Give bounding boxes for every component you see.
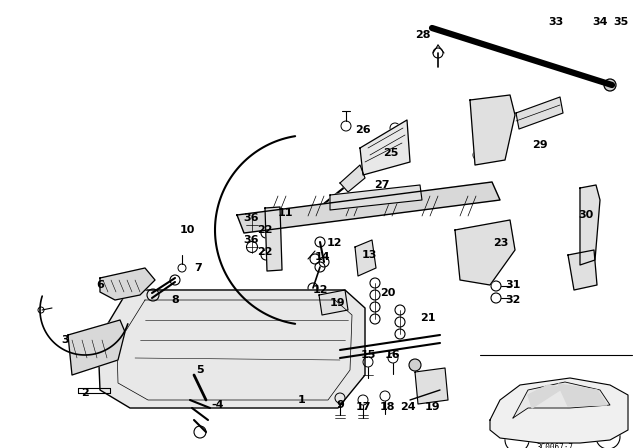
Text: 1: 1 xyxy=(298,395,306,405)
Text: 24: 24 xyxy=(400,402,416,412)
Polygon shape xyxy=(68,320,125,375)
Polygon shape xyxy=(237,182,500,233)
Text: 15: 15 xyxy=(360,350,376,360)
Text: 20: 20 xyxy=(380,288,396,298)
Polygon shape xyxy=(528,385,563,408)
Text: 36: 36 xyxy=(243,213,259,223)
Text: 35: 35 xyxy=(613,17,628,27)
Polygon shape xyxy=(340,165,365,192)
Text: 28: 28 xyxy=(415,30,431,40)
Text: 3C0067·7: 3C0067·7 xyxy=(536,443,573,448)
Text: 33: 33 xyxy=(548,17,564,27)
Text: 19: 19 xyxy=(424,402,440,412)
Text: 18: 18 xyxy=(380,402,395,412)
Text: 27: 27 xyxy=(374,180,390,190)
Text: 21: 21 xyxy=(420,313,435,323)
Text: 13: 13 xyxy=(362,250,378,260)
Circle shape xyxy=(409,359,421,371)
Polygon shape xyxy=(265,207,282,271)
Polygon shape xyxy=(360,120,410,175)
Text: 11: 11 xyxy=(278,208,294,218)
Polygon shape xyxy=(516,97,563,129)
Text: 10: 10 xyxy=(180,225,195,235)
Text: 14: 14 xyxy=(315,252,331,262)
Text: 29: 29 xyxy=(532,140,548,150)
Polygon shape xyxy=(415,368,448,404)
Text: -4: -4 xyxy=(212,400,224,410)
Text: 26: 26 xyxy=(355,125,371,135)
Text: 12: 12 xyxy=(313,285,328,295)
Text: 22: 22 xyxy=(257,225,273,235)
Polygon shape xyxy=(455,220,515,285)
Polygon shape xyxy=(513,382,610,418)
Polygon shape xyxy=(98,290,365,408)
Polygon shape xyxy=(100,268,155,300)
Polygon shape xyxy=(558,384,607,406)
Text: 16: 16 xyxy=(385,350,401,360)
Polygon shape xyxy=(490,378,628,443)
Text: 23: 23 xyxy=(493,238,508,248)
Text: 7: 7 xyxy=(194,263,202,273)
Text: 2: 2 xyxy=(81,388,89,398)
Text: 19: 19 xyxy=(330,298,346,308)
Circle shape xyxy=(373,152,383,162)
Polygon shape xyxy=(580,185,600,265)
Text: 8: 8 xyxy=(171,295,179,305)
Text: 25: 25 xyxy=(383,148,398,158)
Polygon shape xyxy=(319,290,348,315)
Polygon shape xyxy=(330,185,422,210)
Polygon shape xyxy=(355,240,376,276)
Text: 22: 22 xyxy=(257,247,273,257)
Polygon shape xyxy=(568,250,597,290)
Text: 6: 6 xyxy=(96,280,104,290)
Text: 30: 30 xyxy=(578,210,593,220)
Text: 12: 12 xyxy=(327,238,342,248)
Text: 34: 34 xyxy=(592,17,608,27)
Text: 5: 5 xyxy=(196,365,204,375)
Text: 17: 17 xyxy=(355,402,371,412)
Text: 3: 3 xyxy=(61,335,69,345)
Text: 9: 9 xyxy=(336,400,344,410)
Text: 36: 36 xyxy=(243,235,259,245)
Text: 31: 31 xyxy=(505,280,520,290)
Text: 32: 32 xyxy=(505,295,520,305)
Polygon shape xyxy=(470,95,515,165)
Circle shape xyxy=(604,79,616,91)
